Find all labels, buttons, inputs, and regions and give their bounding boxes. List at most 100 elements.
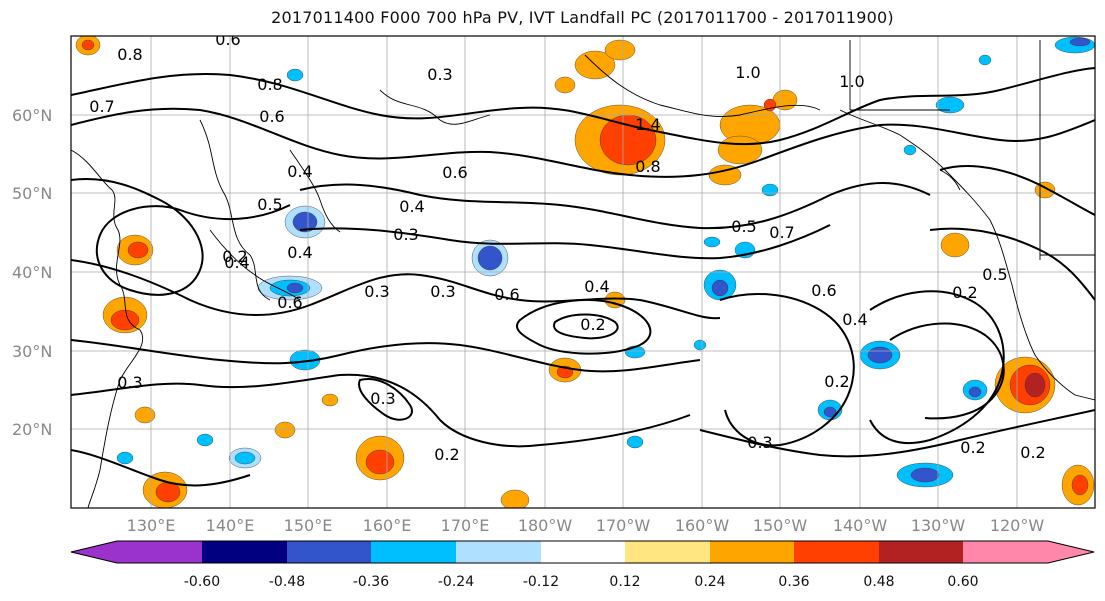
pv-anomaly-blob bbox=[292, 211, 318, 233]
svg-text:130°W: 130°W bbox=[911, 516, 966, 535]
pv-anomaly-blob bbox=[910, 467, 940, 483]
contour-label: 0.4 bbox=[399, 197, 424, 216]
contour-label: 1.4 bbox=[635, 115, 660, 134]
svg-text:180°W: 180°W bbox=[518, 516, 573, 535]
svg-text:-0.12: -0.12 bbox=[523, 574, 559, 590]
colorbar-segment bbox=[625, 541, 710, 563]
contour-label: 0.8 bbox=[257, 75, 282, 94]
pv-anomaly-blob bbox=[978, 54, 992, 66]
contour-label: 0.2 bbox=[580, 315, 605, 334]
contour-label: 0.2 bbox=[434, 445, 459, 464]
pv-anomaly-blob bbox=[703, 236, 721, 248]
colorbar-segment bbox=[794, 541, 879, 563]
pv-anomaly-blob bbox=[711, 279, 729, 297]
pv-anomaly-blob bbox=[116, 451, 134, 465]
svg-text:0.24: 0.24 bbox=[694, 574, 725, 590]
svg-text:20°N: 20°N bbox=[12, 420, 52, 439]
pv-anomaly-blob bbox=[234, 451, 256, 465]
colorbar-segment bbox=[456, 541, 541, 563]
pv-anomaly-blob bbox=[500, 489, 530, 508]
pv-anomaly-blob bbox=[286, 282, 304, 294]
colorbar-outline bbox=[70, 540, 1095, 564]
contour-label: 0.5 bbox=[257, 195, 282, 214]
contour-label: 0.6 bbox=[277, 293, 302, 312]
contour-label: 0.3 bbox=[370, 389, 395, 408]
pv-anomaly-blob bbox=[693, 339, 707, 351]
contour-label: 0.4 bbox=[287, 243, 312, 262]
svg-text:120°W: 120°W bbox=[990, 516, 1045, 535]
colorbar-segment bbox=[117, 541, 202, 563]
contour-label: 0.3 bbox=[364, 282, 389, 301]
contour-label: 0.6 bbox=[811, 281, 836, 300]
colorbar-segment bbox=[710, 541, 794, 563]
contour-label: 0.6 bbox=[215, 30, 240, 49]
contour-label: 0.2 bbox=[222, 247, 247, 266]
svg-text:0.60: 0.60 bbox=[947, 574, 978, 590]
pv-anomaly-blob bbox=[1024, 372, 1046, 398]
colorbar-segment bbox=[963, 541, 1048, 563]
svg-text:60°N: 60°N bbox=[12, 106, 52, 125]
contour-label: 0.2 bbox=[960, 438, 985, 457]
svg-text:160°E: 160°E bbox=[363, 516, 412, 535]
svg-text:140°W: 140°W bbox=[833, 516, 888, 535]
colorbar-extend-high bbox=[1048, 541, 1094, 563]
colorbar-segment bbox=[879, 541, 963, 563]
pv-anomaly-blob bbox=[604, 39, 636, 61]
svg-text:0.36: 0.36 bbox=[778, 574, 809, 590]
pv-anomaly-blob bbox=[903, 144, 917, 156]
pv-anomaly-blob bbox=[321, 393, 339, 407]
svg-text:0.48: 0.48 bbox=[863, 574, 894, 590]
colorbar-segment bbox=[541, 541, 625, 563]
pv-anomaly-blob bbox=[867, 346, 893, 364]
contour-label: 0.3 bbox=[427, 65, 452, 84]
svg-text:130°E: 130°E bbox=[127, 516, 176, 535]
pv-anomaly-blob bbox=[286, 68, 304, 82]
contour-label: 0.2 bbox=[1020, 443, 1045, 462]
map-title: 2017011400 F000 700 hPa PV, IVT Landfall… bbox=[271, 8, 894, 27]
pv-anomaly-blob bbox=[1069, 37, 1091, 47]
contour-label: 0.8 bbox=[117, 45, 142, 64]
pv-contours bbox=[71, 67, 1095, 487]
svg-text:-0.24: -0.24 bbox=[438, 574, 474, 590]
svg-text:30°N: 30°N bbox=[12, 342, 52, 361]
svg-text:50°N: 50°N bbox=[12, 184, 52, 203]
pv-anomaly-blob bbox=[365, 449, 395, 475]
contour-label: 0.3 bbox=[430, 282, 455, 301]
contour-label: 0.2 bbox=[824, 372, 849, 391]
pv-anomaly-blob bbox=[477, 245, 503, 271]
svg-text:170°W: 170°W bbox=[596, 516, 651, 535]
contour-label: 0.3 bbox=[747, 433, 772, 452]
svg-text:140°E: 140°E bbox=[206, 516, 255, 535]
svg-text:160°W: 160°W bbox=[675, 516, 730, 535]
pv-anomaly-blob bbox=[823, 406, 837, 418]
colorbar bbox=[70, 540, 1095, 564]
pv-anomaly-blob bbox=[717, 135, 763, 165]
contour-label: 0.2 bbox=[952, 283, 977, 302]
contour-label: 0.6 bbox=[442, 163, 467, 182]
contour-label: 1.0 bbox=[735, 63, 760, 82]
pv-anomaly-blob bbox=[196, 433, 214, 447]
pv-anomaly-blob bbox=[554, 76, 576, 94]
graticule bbox=[71, 36, 1095, 508]
pv-anomaly-blob bbox=[708, 164, 742, 186]
pv-anomaly-blob bbox=[761, 183, 779, 197]
contour-label: 0.6 bbox=[259, 107, 284, 126]
pv-anomaly-blob bbox=[134, 406, 156, 424]
svg-text:170°E: 170°E bbox=[441, 516, 490, 535]
svg-text:-0.48: -0.48 bbox=[269, 574, 305, 590]
map-border bbox=[70, 35, 1096, 509]
contour-label: 0.4 bbox=[842, 310, 867, 329]
contour-label: 0.7 bbox=[769, 223, 794, 242]
contour-label: 0.3 bbox=[117, 373, 142, 392]
contour-label: 0.8 bbox=[635, 157, 660, 176]
contour-label: 1.0 bbox=[839, 72, 864, 91]
svg-text:-0.36: -0.36 bbox=[353, 574, 389, 590]
pv-anomaly-blob bbox=[626, 435, 644, 449]
contour-label: 0.5 bbox=[731, 217, 756, 236]
pv-anomaly-blob bbox=[127, 241, 149, 259]
contour-label: 0.7 bbox=[89, 97, 114, 116]
contour-label: 0.6 bbox=[494, 285, 519, 304]
contour-label: 0.4 bbox=[287, 162, 312, 181]
pv-anomaly-blob bbox=[1071, 474, 1089, 496]
